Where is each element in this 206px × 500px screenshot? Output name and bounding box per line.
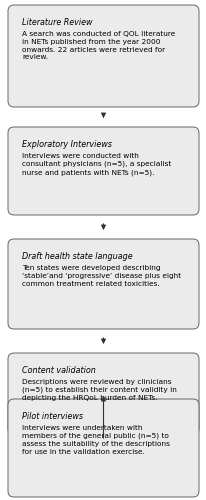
Text: Descriptions were reviewed by clinicians
(n=5) to establish their content validi: Descriptions were reviewed by clinicians… [22,379,176,401]
Text: Literature Review: Literature Review [22,18,92,27]
FancyBboxPatch shape [8,127,198,215]
Text: Content validation: Content validation [22,366,95,375]
FancyBboxPatch shape [8,239,198,329]
Text: Pilot interviews: Pilot interviews [22,412,83,421]
Text: Ten states were developed describing
‘stable’and ‘progressive’ disease plus eigh: Ten states were developed describing ‘st… [22,265,180,286]
Text: Interviews were undertaken with
members of the general public (n=5) to
assess th: Interviews were undertaken with members … [22,425,169,455]
Text: Interviews were conducted with
consultant physicians (n=5), a specialist
nurse a: Interviews were conducted with consultan… [22,153,170,176]
FancyBboxPatch shape [8,353,198,435]
Text: Exploratory Interviews: Exploratory Interviews [22,140,111,149]
Text: A search was conducted of QOL literature
in NETs published from the year 2000
on: A search was conducted of QOL literature… [22,31,174,60]
FancyBboxPatch shape [8,5,198,107]
Text: Draft health state language: Draft health state language [22,252,132,261]
FancyBboxPatch shape [8,399,198,497]
